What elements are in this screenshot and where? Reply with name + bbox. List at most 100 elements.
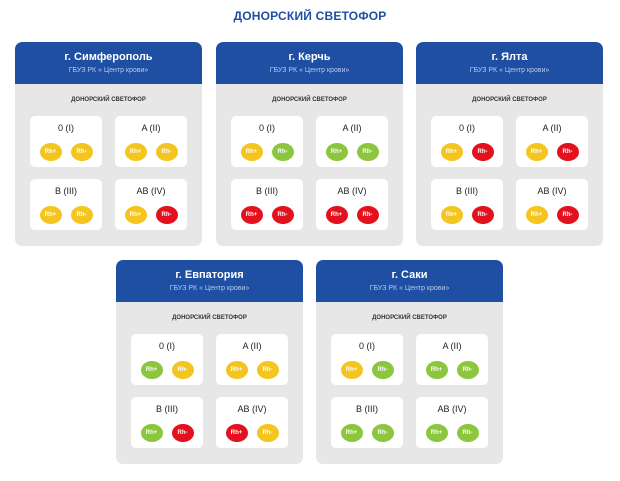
rh-negative-indicator: Rh- xyxy=(271,206,294,224)
blood-group-box: A (II) Rh+ Rh- xyxy=(316,116,388,167)
rh-indicators: Rh+ Rh- xyxy=(416,424,488,442)
rh-positive-indicator: Rh+ xyxy=(240,206,263,224)
center-subtitle: ГБУЗ РК « Центр крови» xyxy=(169,285,250,292)
center-subtitle: ГБУЗ РК « Центр крови» xyxy=(68,67,149,74)
blood-group-grid: 0 (I) Rh+ Rh- A (II) Rh+ Rh- B (III) Rh+ Rh- AB (… xyxy=(416,116,603,230)
blood-group-grid: 0 (I) Rh+ Rh- A (II) Rh+ Rh- B (III) Rh+ Rh- AB (… xyxy=(116,334,303,448)
card-section-label: ДОНОРСКИЙ СВЕТОФОР xyxy=(472,97,547,103)
rh-indicators: Rh+ Rh- xyxy=(316,143,388,161)
rh-negative-indicator: Rh- xyxy=(556,143,579,161)
blood-group-name: A (II) xyxy=(141,123,161,133)
rh-positive-indicator: Rh+ xyxy=(325,143,348,161)
rh-positive-indicator: Rh+ xyxy=(124,143,147,161)
rh-positive-indicator: Rh+ xyxy=(140,361,163,379)
blood-group-name: 0 (I) xyxy=(258,123,275,133)
blood-group-box: A (II) Rh+ Rh- xyxy=(516,116,588,167)
rh-indicators: Rh+ Rh- xyxy=(331,361,403,379)
rh-indicators: Rh+ Rh- xyxy=(30,143,102,161)
rh-indicators: Rh+ Rh- xyxy=(231,143,303,161)
city-name: г. Симферополь xyxy=(64,51,153,63)
city-name: г. Керчь xyxy=(288,51,331,63)
card-section-label: ДОНОРСКИЙ СВЕТОФОР xyxy=(172,315,247,321)
blood-group-box: AB (IV) Rh+ Rh- xyxy=(216,397,288,448)
blood-group-box: AB (IV) Rh+ Rh- xyxy=(316,179,388,230)
blood-group-box: AB (IV) Rh+ Rh- xyxy=(416,397,488,448)
blood-group-name: 0 (I) xyxy=(158,341,175,351)
blood-group-box: A (II) Rh+ Rh- xyxy=(216,334,288,385)
rh-indicators: Rh+ Rh- xyxy=(30,206,102,224)
rh-positive-indicator: Rh+ xyxy=(325,206,348,224)
blood-group-name: 0 (I) xyxy=(458,123,475,133)
rh-indicators: Rh+ Rh- xyxy=(216,361,288,379)
blood-group-name: AB (IV) xyxy=(136,186,166,196)
blood-group-box: B (III) Rh+ Rh- xyxy=(131,397,203,448)
rh-positive-indicator: Rh+ xyxy=(39,206,62,224)
rh-negative-indicator: Rh- xyxy=(471,143,494,161)
rh-indicators: Rh+ Rh- xyxy=(516,143,588,161)
city-name: г. Евпатория xyxy=(175,269,244,281)
blood-group-box: B (III) Rh+ Rh- xyxy=(231,179,303,230)
blood-group-name: AB (IV) xyxy=(437,404,467,414)
rh-negative-indicator: Rh- xyxy=(256,361,279,379)
center-subtitle: ГБУЗ РК « Центр крови» xyxy=(369,285,450,292)
blood-group-name: A (II) xyxy=(442,341,462,351)
rh-positive-indicator: Rh+ xyxy=(440,206,463,224)
rh-positive-indicator: Rh+ xyxy=(340,424,363,442)
blood-group-name: A (II) xyxy=(342,123,362,133)
blood-group-box: 0 (I) Rh+ Rh- xyxy=(231,116,303,167)
blood-group-box: A (II) Rh+ Rh- xyxy=(115,116,187,167)
blood-group-box: 0 (I) Rh+ Rh- xyxy=(331,334,403,385)
rh-indicators: Rh+ Rh- xyxy=(431,143,503,161)
blood-group-name: B (III) xyxy=(356,404,378,414)
card-header: г. Симферополь ГБУЗ РК « Центр крови» xyxy=(15,42,202,84)
blood-group-box: A (II) Rh+ Rh- xyxy=(416,334,488,385)
blood-group-box: B (III) Rh+ Rh- xyxy=(331,397,403,448)
rh-negative-indicator: Rh- xyxy=(556,206,579,224)
rh-positive-indicator: Rh+ xyxy=(225,424,248,442)
rh-negative-indicator: Rh- xyxy=(256,424,279,442)
rh-negative-indicator: Rh- xyxy=(171,424,194,442)
blood-group-box: 0 (I) Rh+ Rh- xyxy=(131,334,203,385)
rh-positive-indicator: Rh+ xyxy=(225,361,248,379)
rh-indicators: Rh+ Rh- xyxy=(416,361,488,379)
blood-group-name: A (II) xyxy=(542,123,562,133)
rh-negative-indicator: Rh- xyxy=(271,143,294,161)
rh-indicators: Rh+ Rh- xyxy=(516,206,588,224)
rh-negative-indicator: Rh- xyxy=(356,143,379,161)
blood-group-name: B (III) xyxy=(256,186,278,196)
blood-group-box: AB (IV) Rh+ Rh- xyxy=(115,179,187,230)
rh-positive-indicator: Rh+ xyxy=(340,361,363,379)
rh-positive-indicator: Rh+ xyxy=(39,143,62,161)
center-subtitle: ГБУЗ РК « Центр крови» xyxy=(469,67,550,74)
blood-group-name: AB (IV) xyxy=(237,404,267,414)
blood-group-name: B (III) xyxy=(156,404,178,414)
rh-negative-indicator: Rh- xyxy=(171,361,194,379)
rh-indicators: Rh+ Rh- xyxy=(115,206,187,224)
donor-card: г. Саки ГБУЗ РК « Центр крови» ДОНОРСКИЙ С… xyxy=(316,260,503,464)
rh-negative-indicator: Rh- xyxy=(456,361,479,379)
rh-indicators: Rh+ Rh- xyxy=(231,206,303,224)
rh-positive-indicator: Rh+ xyxy=(240,143,263,161)
blood-group-name: 0 (I) xyxy=(57,123,74,133)
blood-group-name: A (II) xyxy=(242,341,262,351)
rh-positive-indicator: Rh+ xyxy=(525,206,548,224)
rh-negative-indicator: Rh- xyxy=(70,143,93,161)
rh-negative-indicator: Rh- xyxy=(70,206,93,224)
card-header: г. Евпатория ГБУЗ РК « Центр крови» xyxy=(116,260,303,302)
rh-negative-indicator: Rh- xyxy=(155,206,178,224)
rh-positive-indicator: Rh+ xyxy=(425,424,448,442)
blood-group-name: AB (IV) xyxy=(337,186,367,196)
rh-indicators: Rh+ Rh- xyxy=(115,143,187,161)
donor-card: г. Ялта ГБУЗ РК « Центр крови» ДОНОРСКИЙ С… xyxy=(416,42,603,246)
blood-group-box: B (III) Rh+ Rh- xyxy=(30,179,102,230)
rh-negative-indicator: Rh- xyxy=(456,424,479,442)
rh-indicators: Rh+ Rh- xyxy=(131,424,203,442)
city-name: г. Ялта xyxy=(491,51,528,63)
card-header: г. Керчь ГБУЗ РК « Центр крови» xyxy=(216,42,403,84)
blood-group-box: AB (IV) Rh+ Rh- xyxy=(516,179,588,230)
rh-positive-indicator: Rh+ xyxy=(440,143,463,161)
rh-indicators: Rh+ Rh- xyxy=(131,361,203,379)
rh-indicators: Rh+ Rh- xyxy=(431,206,503,224)
blood-group-name: 0 (I) xyxy=(358,341,375,351)
card-section-label: ДОНОРСКИЙ СВЕТОФОР xyxy=(372,315,447,321)
